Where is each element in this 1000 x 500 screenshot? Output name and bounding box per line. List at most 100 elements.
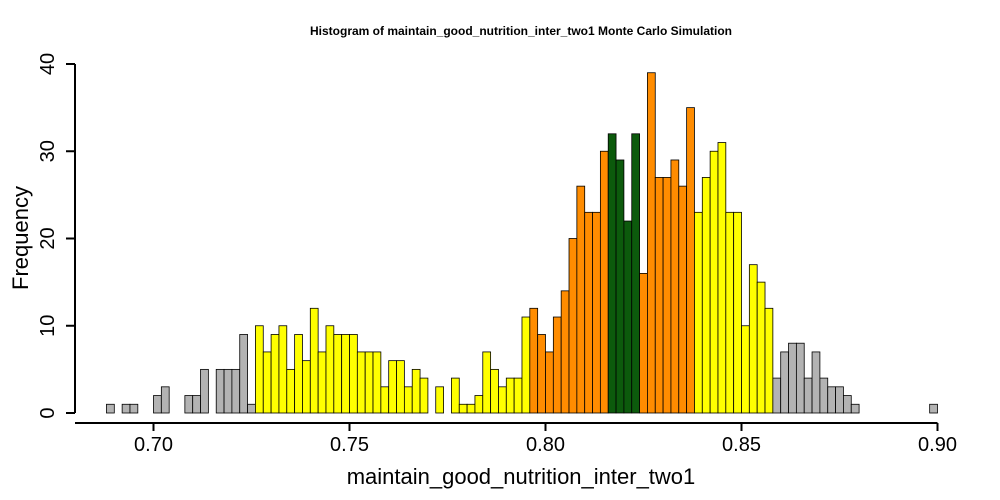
histogram-bar: [576, 185, 586, 414]
y-tick-label: 40: [37, 53, 59, 75]
histogram-bar: [819, 377, 829, 414]
histogram-bar: [490, 368, 499, 414]
histogram-bar: [741, 325, 750, 414]
histogram-bar: [129, 403, 139, 414]
histogram-bar: [294, 334, 303, 414]
histogram-bar: [505, 377, 515, 414]
histogram-bar: [835, 386, 844, 414]
histogram-bar: [725, 211, 735, 414]
y-axis-label: Frequency: [8, 186, 33, 290]
histogram-bar: [286, 368, 296, 414]
histogram-bar: [803, 377, 813, 414]
histogram-bar: [811, 351, 821, 414]
histogram-bar: [686, 107, 695, 414]
histogram-bar: [215, 368, 225, 414]
y-tick-label: 30: [37, 140, 59, 162]
histogram-bar: [333, 334, 343, 414]
histogram-bar: [419, 377, 429, 414]
histogram-bar: [302, 360, 311, 414]
chart-title: Histogram of maintain_good_nutrition_int…: [310, 24, 732, 38]
histogram-bar: [239, 334, 248, 414]
y-tick-label: 10: [37, 315, 59, 337]
histogram-bar: [733, 211, 742, 414]
histogram-bar: [631, 133, 640, 414]
histogram-bar: [403, 386, 413, 414]
histogram-bar: [615, 159, 625, 414]
x-tick-label: 0.80: [526, 434, 565, 456]
histogram-bar: [521, 316, 531, 414]
histogram-bar: [670, 159, 680, 414]
x-tick-label: 0.70: [134, 434, 173, 456]
x-tick-label: 0.85: [722, 434, 761, 456]
histogram-bar: [380, 386, 390, 414]
histogram-bar: [568, 238, 578, 414]
histogram-bar: [309, 307, 319, 414]
histogram-bar: [223, 368, 233, 414]
histogram-bar: [537, 334, 546, 414]
x-tick-label: 0.75: [330, 434, 369, 456]
histogram-bar: [654, 177, 664, 414]
histogram-bar: [106, 403, 115, 414]
histogram-bar: [623, 220, 633, 414]
histogram-bar: [388, 360, 397, 414]
histogram-bar: [545, 351, 554, 414]
histogram-bar: [592, 211, 601, 414]
histogram-bar: [466, 403, 476, 414]
histogram-bar: [764, 307, 774, 414]
histogram-bar: [709, 150, 719, 414]
histogram-bar: [717, 142, 727, 414]
histogram-bar: [153, 395, 162, 414]
histogram-bar: [647, 72, 656, 414]
histogram-bar: [639, 272, 648, 414]
histogram-bar: [678, 185, 688, 414]
histogram-bar: [843, 395, 852, 414]
histogram-bar: [278, 325, 288, 414]
histogram-bar: [482, 351, 492, 414]
histogram-bar: [356, 351, 366, 414]
histogram-bar: [474, 395, 484, 414]
bars-group: [106, 72, 938, 414]
histogram-bar: [850, 403, 860, 414]
histogram-bar: [411, 368, 421, 414]
histogram-bar: [756, 281, 766, 414]
histogram-bar: [513, 377, 523, 414]
y-tick-label: 20: [37, 227, 59, 249]
x-axis: 0.70 0.75 0.80 0.85 0.90: [75, 422, 957, 456]
histogram-bar: [827, 386, 836, 414]
histogram-bar: [795, 342, 805, 414]
histogram-bar: [780, 351, 789, 414]
histogram-bar: [192, 395, 201, 414]
histogram-bar: [458, 403, 468, 414]
histogram-bar: [772, 377, 782, 414]
histogram-bar: [270, 334, 280, 414]
histogram-bar: [929, 403, 938, 414]
histogram-bar: [607, 133, 617, 414]
histogram-bar: [160, 386, 170, 414]
histogram-bar: [255, 325, 264, 414]
y-tick-label: 0: [37, 407, 59, 418]
histogram-bar: [788, 342, 797, 414]
histogram-bar: [325, 325, 335, 414]
histogram-bar: [560, 290, 570, 414]
histogram-bar: [701, 177, 711, 414]
histogram-bar: [121, 403, 131, 414]
x-tick-label: 0.90: [918, 434, 957, 456]
histogram-bar: [396, 360, 405, 414]
histogram-bar: [529, 307, 539, 414]
histogram-bar: [584, 211, 593, 414]
histogram-bar: [317, 351, 327, 414]
histogram-bar: [748, 264, 758, 414]
histogram-bar: [200, 368, 209, 414]
histogram-bar: [599, 150, 609, 414]
histogram-bar: [262, 351, 272, 414]
histogram-bar: [349, 334, 358, 414]
x-axis-label: maintain_good_nutrition_inter_two1: [347, 464, 696, 489]
histogram-bar: [662, 177, 672, 414]
histogram-bar: [372, 351, 382, 414]
histogram-bar: [552, 316, 562, 414]
histogram-bar: [435, 386, 444, 414]
histogram-bar: [694, 211, 703, 414]
histogram-bar: [451, 377, 460, 414]
histogram-bar: [184, 395, 194, 414]
